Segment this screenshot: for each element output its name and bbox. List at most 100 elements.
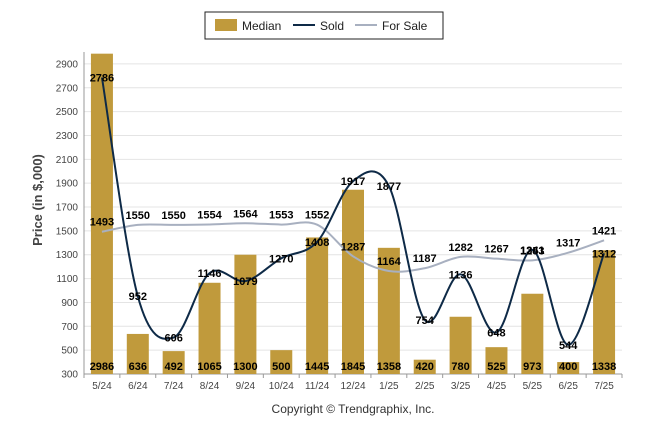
legend-median-label: Median xyxy=(242,19,281,33)
for-sale-value-label: 1421 xyxy=(592,225,616,237)
median-bar xyxy=(270,350,293,374)
median-value-label: 2986 xyxy=(90,361,114,373)
y-axis-title: Price (in $,000) xyxy=(30,154,45,246)
y-tick-label: 1700 xyxy=(56,203,79,214)
for-sale-value-label: 1164 xyxy=(377,256,402,268)
median-bar xyxy=(557,362,580,374)
copyright-text: Copyright © Trendgraphix, Inc. xyxy=(272,402,435,416)
y-tick-label: 1300 xyxy=(56,250,79,261)
x-tick-label: 4/25 xyxy=(487,381,507,392)
sold-value-label: 1146 xyxy=(198,268,222,280)
y-tick-label: 1900 xyxy=(56,179,79,190)
median-bar xyxy=(126,333,149,374)
legend-box xyxy=(204,11,444,40)
x-tick-label: 7/25 xyxy=(594,381,614,392)
sold-value-label: 952 xyxy=(129,291,147,303)
median-value-label: 780 xyxy=(451,361,469,373)
x-tick-label: 12/24 xyxy=(340,381,365,392)
median-bar xyxy=(234,254,257,374)
median-value-label: 1845 xyxy=(341,361,365,373)
y-axis-ticks: 300 500 700 900 1100 1300 1500 1700 1900 2100 2300… xyxy=(56,59,79,380)
sold-line xyxy=(100,77,605,346)
series-lines xyxy=(100,77,605,346)
median-bar xyxy=(306,237,329,374)
median-bar xyxy=(342,189,364,374)
median-value-label: 1358 xyxy=(377,361,401,373)
x-tick-label: 6/24 xyxy=(128,381,148,392)
sold-value-label: 1408 xyxy=(305,237,329,249)
median-bar xyxy=(449,316,472,374)
legend: Median Sold For Sale xyxy=(204,11,444,40)
median-value-label: 525 xyxy=(487,361,505,373)
median-value-label: 492 xyxy=(164,361,182,373)
x-tick-label: 6/25 xyxy=(558,381,578,392)
y-tick-label: 2700 xyxy=(56,83,79,94)
median-bars xyxy=(90,53,616,375)
for-sale-value-label: 1553 xyxy=(269,210,293,222)
x-tick-label: 9/24 xyxy=(236,381,256,392)
median-value-label: 500 xyxy=(272,361,290,373)
median-bar xyxy=(593,250,616,374)
sold-value-label: 606 xyxy=(164,333,182,345)
median-bar xyxy=(377,247,400,374)
x-tick-label: 10/24 xyxy=(269,381,294,392)
y-tick-label: 700 xyxy=(61,322,78,333)
x-tick-label: 1/25 xyxy=(379,381,399,392)
sold-value-label: 2786 xyxy=(90,73,114,85)
median-bar xyxy=(485,347,508,374)
median-value-label: 973 xyxy=(523,361,541,373)
for-sale-value-label: 1317 xyxy=(556,238,580,250)
y-tick-label: 1100 xyxy=(56,274,78,285)
for-sale-value-label: 1187 xyxy=(413,253,437,265)
median-bar xyxy=(413,359,436,374)
for-sale-value-label: 1550 xyxy=(126,210,150,222)
sold-value-label: 1136 xyxy=(449,269,473,281)
for-sale-value-label: 1552 xyxy=(305,210,329,222)
median-bar xyxy=(521,293,544,374)
median-bar xyxy=(90,53,113,375)
y-tick-label: 2500 xyxy=(56,107,79,118)
sold-value-label: 754 xyxy=(416,315,435,327)
y-tick-label: 900 xyxy=(61,298,78,309)
sold-value-label: 1312 xyxy=(592,248,616,260)
y-tick-label: 2300 xyxy=(56,131,79,142)
for-sale-value-label: 1554 xyxy=(197,209,222,221)
median-value-label: 1338 xyxy=(592,361,616,373)
x-axis-ticks: 5/24 6/24 7/24 8/24 9/24 10/24 11/24 12/24 1/25 2… xyxy=(83,374,623,392)
y-tick-label: 1500 xyxy=(56,226,79,237)
x-tick-label: 8/24 xyxy=(200,381,220,392)
median-value-label: 1445 xyxy=(305,361,329,373)
x-tick-label: 7/24 xyxy=(164,381,184,392)
for-sale-value-label: 1564 xyxy=(233,208,258,220)
median-bar xyxy=(162,351,185,374)
data-labels: 2986 636 492 1065 1300 500 1445 1845 1358 420 780 5… xyxy=(90,73,617,373)
sold-value-label: 648 xyxy=(487,327,505,339)
sold-value-label: 1341 xyxy=(520,245,544,257)
sold-value-label: 1877 xyxy=(377,181,401,193)
sold-value-label: 1270 xyxy=(269,253,293,265)
sold-value-label: 1917 xyxy=(341,176,365,188)
median-value-label: 420 xyxy=(416,361,434,373)
for-sale-line xyxy=(101,221,605,273)
legend-median-swatch xyxy=(215,19,237,31)
for-sale-value-label: 1253 xyxy=(520,245,544,257)
for-sale-value-label: 1267 xyxy=(484,244,508,256)
x-tick-label: 5/25 xyxy=(523,381,543,392)
median-value-label: 636 xyxy=(129,361,147,373)
for-sale-value-label: 1550 xyxy=(161,210,185,222)
legend-forsale-label: For Sale xyxy=(382,19,428,33)
y-tick-label: 2100 xyxy=(56,155,79,166)
sold-value-label: 1079 xyxy=(233,276,257,288)
median-value-label: 400 xyxy=(559,361,577,373)
y-tick-label: 2900 xyxy=(56,59,79,70)
sold-value-label: 544 xyxy=(559,340,578,352)
median-value-label: 1300 xyxy=(233,361,257,373)
y-tick-label: 500 xyxy=(61,346,78,357)
y-tick-label: 300 xyxy=(61,370,78,381)
x-tick-label: 3/25 xyxy=(451,381,471,392)
x-tick-label: 11/24 xyxy=(305,381,330,392)
x-tick-label: 2/25 xyxy=(415,381,435,392)
for-sale-value-label: 1493 xyxy=(90,217,114,229)
for-sale-value-label: 1282 xyxy=(448,242,472,254)
